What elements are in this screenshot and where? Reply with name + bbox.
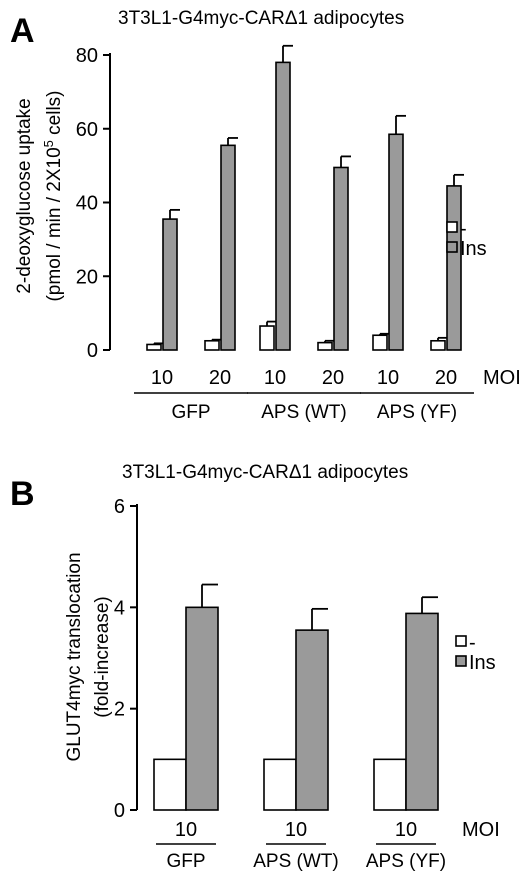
panel-b-legend-label: Ins [469,652,496,674]
panel-a-moi-value: 10 [264,367,286,389]
panel-a-group-label: GFP [171,402,210,423]
panel-a-y-tick-label: 60 [76,119,98,141]
panel-a-moi-value: 20 [322,367,344,389]
panel-a-bar-basal [146,343,162,351]
panel-a: A 3T3L1-G4myc-CARΔ1 adipocytes 2-deoxygl… [10,8,520,423]
panel-b-moi-label: MOI [462,819,500,841]
panel-b-ylabel-line1: GLUT4myc translocation [64,552,85,761]
panel-a-y-tick-label: 20 [76,266,98,288]
panel-b-bar-ins [295,629,329,811]
panel-b-y-tick-label: 4 [114,597,125,619]
panel-b-bar-ins [185,606,219,811]
panel-a-title: 3T3L1-G4myc-CARΔ1 adipocytes [118,8,404,29]
panel-b-plot: 0 2 4 6 10 GFP 10 APS (WT) 10 APS (YF) MOI [114,496,500,872]
panel-b-ylabel-line2: (fold-increase) [92,596,113,717]
panel-a-y-tick-label: 40 [76,193,98,215]
panel-a-bar-basal [372,334,388,351]
panel-b-moi-value: 10 [395,819,417,841]
panel-a-y-tick-label: 0 [87,340,98,362]
panel-a-bar-ins [275,61,291,351]
panel-b-legend-label: - [469,632,476,654]
panel-b-bar-basal [263,758,297,811]
panel-b-letter: B [10,475,35,513]
panel-a-letter: A [10,12,35,50]
panel-a-legend-label: Ins [460,238,487,260]
panel-b-group-label: APS (WT) [253,851,339,872]
panel-a-ylabel-line2-wrap: (pmol / min / 2X105 cells) [41,90,65,301]
panel-a-bar-basal [317,341,333,351]
panel-a-ylabel-line2: (pmol / min / 2X105 cells) [41,90,65,301]
panel-b-group-label: GFP [166,851,205,872]
panel-b-ylabel-line1-wrap: GLUT4myc translocation [64,552,85,761]
panel-b-legend-swatch [455,655,467,667]
panel-b-bar-basal [373,758,407,811]
panel-a-legend-swatch [446,221,458,233]
panel-b-legend: -Ins [455,632,496,674]
panel-a-legend: -Ins [446,218,487,260]
panel-a-group-label: APS (WT) [261,402,347,423]
panel-b-y-tick-label: 6 [114,496,125,518]
panel-a-moi-label: MOI [483,367,520,389]
panel-a-moi-value: 20 [209,367,231,389]
panel-a-ylabel-line1: 2-deoxyglucose uptake [14,98,35,293]
panel-b-group-label: APS (YF) [366,851,446,872]
panel-b-moi-value: 10 [175,819,197,841]
panel-a-bar-basal [259,325,275,351]
panel-a-moi-value: 10 [151,367,173,389]
panel-a-bar-ins [333,166,349,351]
panel-a-bar-ins [162,218,178,351]
panel-b-y-tick-label: 2 [114,699,125,721]
panel-b-bar-basal [153,758,187,811]
panel-a-bar-basal [430,339,446,351]
panel-a-moi-value: 20 [435,367,457,389]
panel-a-legend-swatch [446,241,458,253]
panel-a-legend-label: - [460,218,467,240]
panel-a-bar-ins [388,133,404,351]
panel-a-bar-basal [204,339,220,351]
panel-b-moi-value: 10 [285,819,307,841]
panel-a-bar-ins [446,185,462,351]
panel-b-bar-ins [405,612,439,811]
panel-a-bar-ins [220,144,236,351]
panel-a-moi-value: 10 [377,367,399,389]
panel-b-y-tick-label: 0 [114,800,125,822]
panel-b-legend-swatch [455,635,467,647]
panel-a-y-tick-label: 80 [76,45,98,67]
panel-b-title: 3T3L1-G4myc-CARΔ1 adipocytes [122,462,408,483]
panel-b: B 3T3L1-G4myc-CARΔ1 adipocytes GLUT4myc … [10,462,500,872]
panel-a-plot: 0 20 40 60 80 10 20 GFP 10 20 APS (WT) 10 20 APS (YF)… [76,44,520,423]
panel-a-group-label: APS (YF) [377,402,457,423]
panel-b-ylabel-line2-wrap: (fold-increase) [92,596,113,717]
panel-a-ylabel-line1-wrap: 2-deoxyglucose uptake [14,98,35,293]
